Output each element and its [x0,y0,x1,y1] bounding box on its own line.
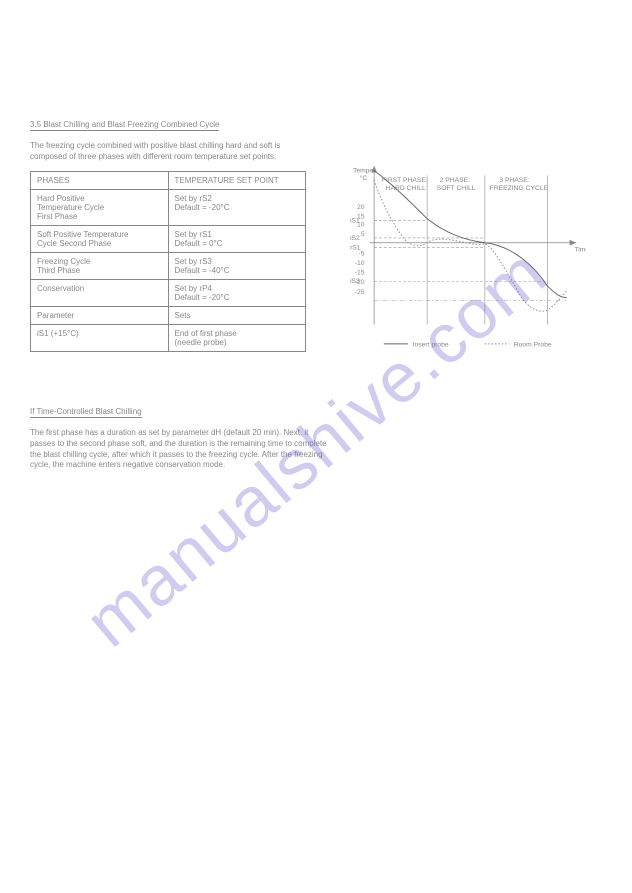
phase-table: PHASESTEMPERATURE SET POINT Hard Positiv… [30,171,306,352]
svg-text:2 PHASE:: 2 PHASE: [440,177,470,184]
table-row: ConservationSet by rP4 Default = -20°C [31,279,306,306]
section-1-intro: The freezing cycle combined with positiv… [30,141,306,163]
section-2: If Time-Controlled Blast Chilling The fi… [30,407,327,471]
svg-text:iS2: iS2 [350,235,360,242]
legend-room-probe: Room Probe [514,342,552,349]
section-2-title: If Time-Controlled Blast Chilling [30,407,142,418]
section-1-left: The freezing cycle combined with positiv… [30,137,306,377]
section-1: 3.5 Blast Chilling and Blast Freezing Co… [30,120,602,377]
table-row: Soft Positive Temperature Cycle Second P… [31,225,306,252]
table-row: iS1 (+15°C)End of first phase (needle pr… [31,324,306,351]
y-axis-label: Temper. [353,167,377,174]
table-row: PHASESTEMPERATURE SET POINT [31,171,306,189]
table-row: Freezing Cycle Third PhaseSet by rS3 Def… [31,252,306,279]
table-row: Hard Positive Temperature Cycle First Ph… [31,189,306,225]
x-axis-label: Time [574,246,586,253]
svg-text:FREEZING CYCLE: FREEZING CYCLE [490,185,549,192]
svg-text:rS1: rS1 [350,244,361,251]
table-row: ParameterSets [31,306,306,324]
svg-text:-25: -25 [355,289,365,296]
room-probe-line [374,180,567,311]
svg-text:iS1: iS1 [350,218,360,225]
svg-text:20: 20 [357,204,365,211]
legend-insert-probe: Insert probe [413,342,449,349]
svg-text:iS3: iS3 [350,278,360,285]
svg-text:5: 5 [361,231,365,238]
chart-container: Temper. °C Time FIRST PHASE: HARD CHILL … [326,137,602,377]
svg-text:-10: -10 [355,260,365,267]
svg-text:3 PHASE:: 3 PHASE: [499,177,529,184]
freezing-chart: Temper. °C Time FIRST PHASE: HARD CHILL … [326,147,586,377]
section-1-title: 3.5 Blast Chilling and Blast Freezing Co… [30,120,219,131]
svg-text:-15: -15 [355,270,365,277]
svg-text:°C: °C [360,174,368,182]
svg-text:HARD CHILL: HARD CHILL [386,185,426,192]
section-2-body: The first phase has a duration as set by… [30,428,327,471]
svg-text:SOFT CHILL: SOFT CHILL [437,185,476,192]
